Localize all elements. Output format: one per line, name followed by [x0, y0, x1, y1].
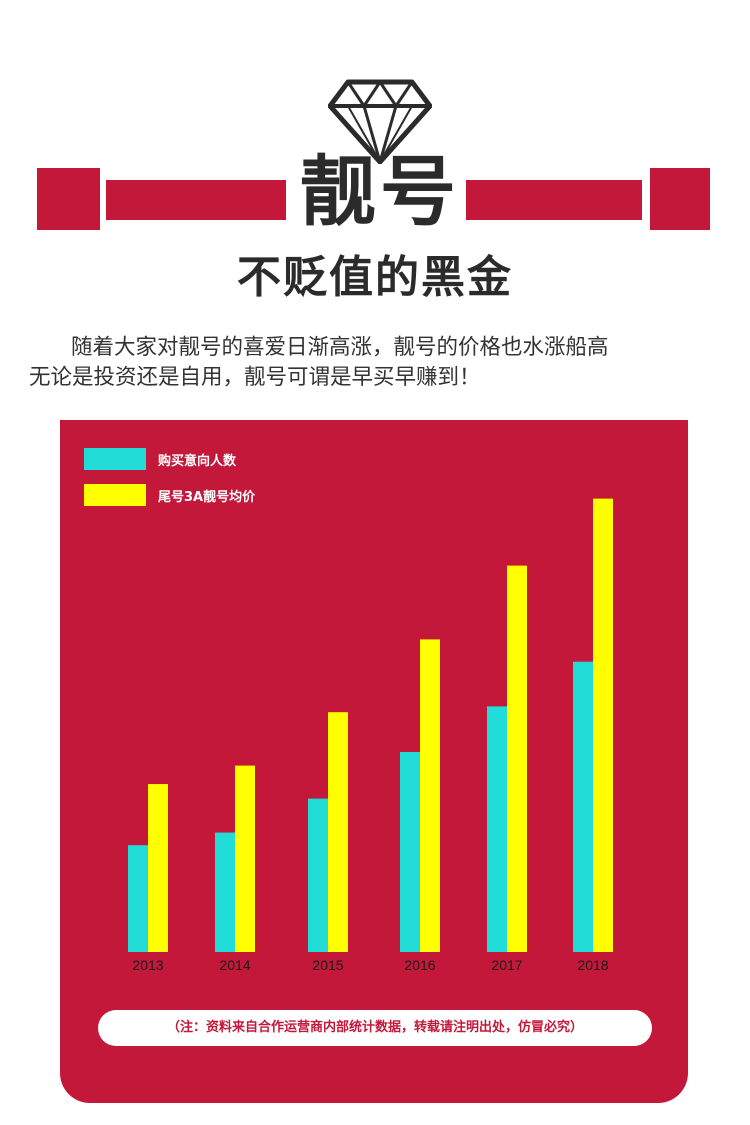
bar-2015-series-1 [308, 799, 328, 952]
source-note: （注：资料来自合作运营商内部统计数据，转载请注明出处，仿冒必究） [98, 1010, 652, 1046]
bar-2015-series-2 [328, 712, 348, 952]
bar-2018-series-2 [593, 499, 613, 952]
x-tick-label-2017: 2017 [491, 957, 522, 973]
x-tick-label-2014: 2014 [219, 957, 250, 973]
x-tick-label-2015: 2015 [312, 957, 343, 973]
bar-2013-series-2 [148, 784, 168, 952]
bar-2014-series-2 [235, 766, 255, 952]
bar-2013-series-1 [128, 845, 148, 952]
x-tick-label-2016: 2016 [404, 957, 435, 973]
bar-2018-series-1 [573, 662, 593, 952]
bar-2017-series-1 [487, 706, 507, 952]
x-tick-label-2013: 2013 [132, 957, 163, 973]
bar-2016-series-1 [400, 752, 420, 952]
bar-2017-series-2 [507, 566, 527, 952]
bar-2016-series-2 [420, 639, 440, 952]
bar-2014-series-1 [215, 833, 235, 952]
x-tick-label-2018: 2018 [577, 957, 608, 973]
